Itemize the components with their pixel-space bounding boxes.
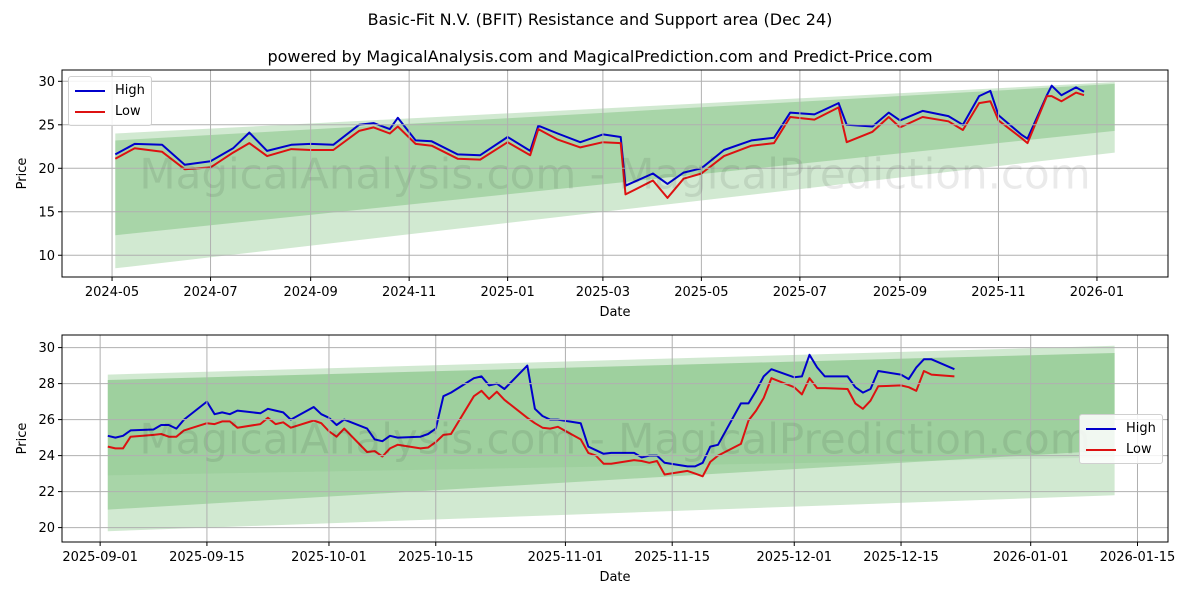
x-tick-label: 2024-07 — [183, 285, 237, 300]
low-line-swatch-icon — [75, 110, 105, 113]
x-tick-label: 2024-11 — [382, 285, 436, 300]
high-line-swatch-icon — [1086, 427, 1116, 430]
watermark: MagicalAnalysis.com - MagicalPrediction.… — [139, 150, 1090, 199]
legend-top: High Low — [68, 76, 152, 126]
legend-item-low: Low — [75, 101, 145, 122]
x-tick-label: 2025-11 — [971, 285, 1025, 300]
y-tick-label: 26 — [38, 413, 55, 428]
watermark: MagicalAnalysis.com - MagicalPrediction.… — [139, 415, 1090, 464]
chart-title: Basic-Fit N.V. (BFIT) Resistance and Sup… — [367, 10, 833, 29]
x-tick-label: 2025-11-15 — [634, 550, 710, 565]
axes-frame — [61, 334, 1169, 543]
x-tick-label: 2026-01 — [1070, 285, 1124, 300]
x-tick-label: 2025-09-15 — [169, 550, 245, 565]
top-chart: 10 15 20 25 30 2024-05 2024-07 2024-09 2024-11 20… — [15, 69, 1169, 320]
y-tick-label: 22 — [38, 485, 55, 500]
y-tick-label: 20 — [38, 162, 55, 177]
x-tick-label: 2025-10-15 — [398, 550, 474, 565]
x-tick-label: 2026-01-01 — [993, 550, 1069, 565]
y-tick-label: 24 — [38, 449, 55, 464]
y-tick-label: 30 — [38, 75, 55, 90]
chart-subtitle: powered by MagicalAnalysis.com and Magic… — [267, 47, 933, 66]
x-axis-label: Date — [599, 305, 630, 320]
x-tick-label: 2025-09 — [873, 285, 927, 300]
high-line-swatch-icon — [75, 89, 105, 92]
x-tick-label: 2026-01-15 — [1100, 550, 1176, 565]
y-tick-label: 15 — [38, 205, 55, 220]
x-tick-label: 2024-09 — [283, 285, 337, 300]
series-high-line — [107, 353, 955, 468]
y-axis-label: Price — [15, 158, 30, 190]
series-low-line — [114, 91, 1085, 199]
low-line-swatch-icon — [1086, 448, 1116, 451]
x-tick-label: 2025-07 — [773, 285, 827, 300]
legend-item-high: High — [75, 80, 145, 101]
x-tick-label: 2025-12-01 — [756, 550, 832, 565]
x-tick-label: 2025-03 — [576, 285, 630, 300]
legend-label-low: Low — [115, 104, 141, 119]
y-tick-label: 20 — [38, 521, 55, 536]
x-tick-label: 2025-05 — [674, 285, 728, 300]
x-tick-label: 2025-12-15 — [863, 550, 939, 565]
support-resistance-band-inner — [115, 83, 1115, 236]
series-low-line — [107, 370, 955, 478]
axes-frame — [61, 69, 1169, 278]
x-tick-label: 2025-10-01 — [291, 550, 367, 565]
y-tick-label: 28 — [38, 377, 55, 392]
series-high-line — [114, 84, 1085, 187]
bottom-chart: 20 22 24 26 28 30 2025-09-01 2025-09-15 2025-10-… — [15, 334, 1176, 585]
y-tick-label: 10 — [38, 249, 55, 264]
legend-item-low: Low — [1086, 439, 1156, 460]
x-tick-label: 2025-11-01 — [528, 550, 604, 565]
legend-item-high: High — [1086, 418, 1156, 439]
y-tick-label: 30 — [38, 341, 55, 356]
y-axis-label: Price — [15, 423, 30, 455]
legend-bottom: High Low — [1079, 414, 1163, 464]
x-tick-label: 2025-01 — [480, 285, 534, 300]
legend-label-high: High — [115, 83, 145, 98]
legend-label-high: High — [1126, 421, 1156, 436]
legend-label-low: Low — [1126, 442, 1152, 457]
x-tick-label: 2024-05 — [85, 285, 139, 300]
y-tick-label: 25 — [38, 118, 55, 133]
x-tick-label: 2025-09-01 — [62, 550, 138, 565]
x-axis-label: Date — [599, 570, 630, 585]
